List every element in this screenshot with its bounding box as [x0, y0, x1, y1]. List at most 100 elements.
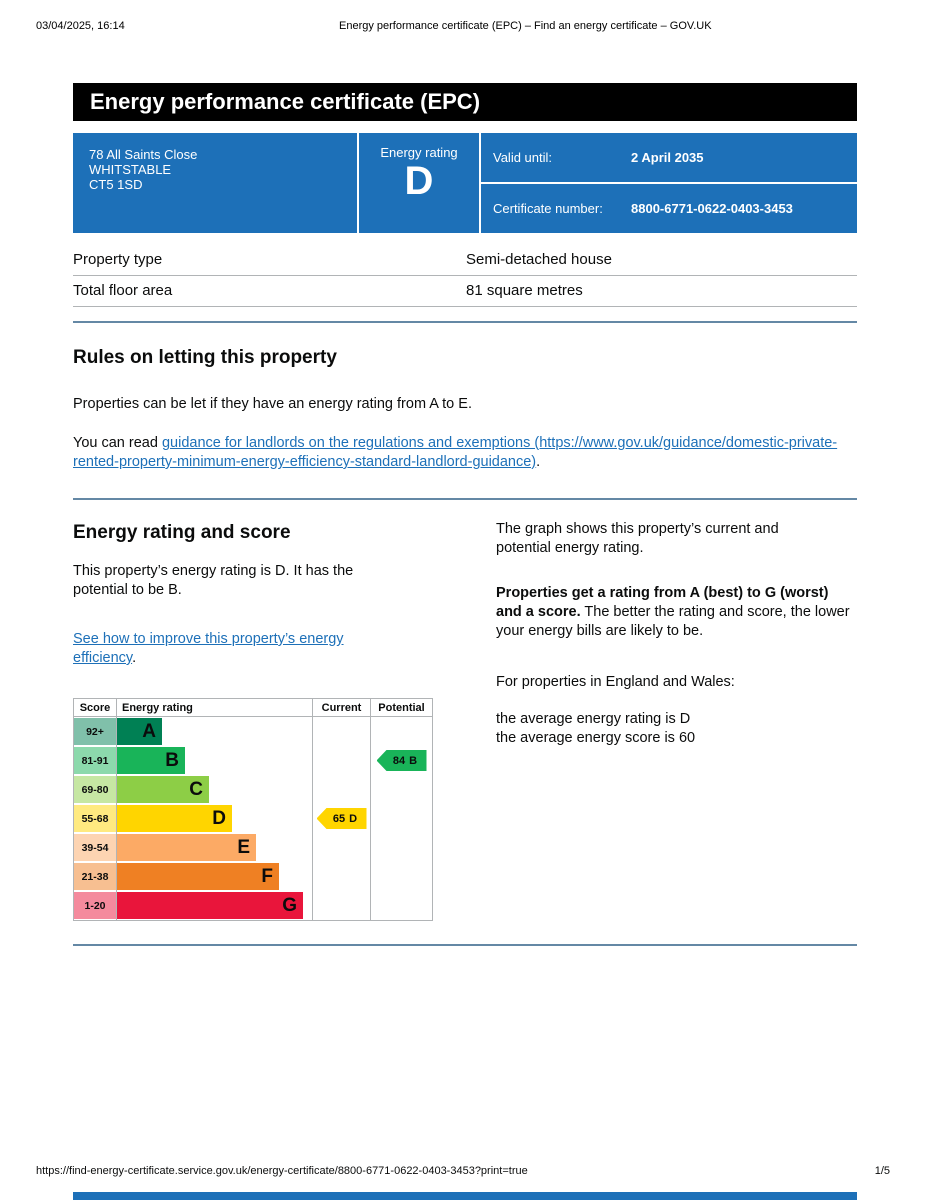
- table-row: Property type Semi-detached house: [73, 245, 857, 276]
- footer-url: https://find-energy-certificate.service.…: [36, 1165, 528, 1177]
- band-score: 81-91: [74, 746, 117, 775]
- page-number: 1/5: [874, 1165, 890, 1177]
- rating-and-score-section: Energy rating and score This property’s …: [73, 500, 857, 921]
- page: Energy performance certificate (EPC) 78 …: [73, 83, 857, 946]
- band-score: 69-80: [74, 775, 117, 804]
- section-divider: [73, 321, 857, 323]
- valid-until-label: Valid until:: [493, 150, 553, 165]
- page-title: Energy performance certificate (EPC): [90, 89, 481, 114]
- graph-description: The graph shows this property’s current …: [496, 521, 779, 556]
- band-row: 81-91 B 65D 84B: [74, 746, 432, 775]
- band-letter: F: [261, 865, 273, 887]
- band-bar: C: [117, 776, 209, 803]
- band-row: 69-80 C 65D 84B: [74, 775, 432, 804]
- potential-cell: 84B: [370, 891, 432, 920]
- validity-cell: Valid until: 2 April 2035 Certificate nu…: [479, 133, 857, 233]
- valid-until-row: Valid until: 2 April 2035: [481, 133, 857, 182]
- energy-rating-value: D: [404, 159, 434, 203]
- current-cell: 65D: [312, 862, 370, 891]
- table-row: Total floor area 81 square metres: [73, 276, 857, 307]
- band-letter: C: [189, 778, 203, 800]
- valid-until-value: 2 April 2035: [631, 150, 704, 165]
- band-letter: D: [212, 807, 226, 829]
- epc-chart: Score Energy rating Current Potential 92…: [73, 698, 433, 921]
- certificate-number-row: Certificate number: 8800-6771-0622-0403-…: [481, 182, 857, 233]
- energy-rating-label: Energy rating: [380, 145, 458, 160]
- band-bar: E: [117, 834, 256, 861]
- potential-cell: 84B: [370, 862, 432, 891]
- rating-heading: Energy rating and score: [73, 522, 291, 543]
- row-value: Semi-detached house: [466, 251, 612, 268]
- improve-link[interactable]: See how to improve this property’s energ…: [73, 631, 344, 666]
- guidance-prefix: You can read: [73, 435, 162, 451]
- address-line: 78 All Saints Close: [89, 147, 198, 162]
- england-wales-note: For properties in England and Wales:: [496, 674, 735, 690]
- rating-explanation-rest: The better the rating and score, the low…: [496, 604, 850, 639]
- rating-left-column: Energy rating and score This property’s …: [73, 520, 468, 921]
- current-cell: 65D: [312, 717, 370, 746]
- band-row: 1-20 G 65D 84B: [74, 891, 432, 920]
- energy-rating-cell: Energy rating D: [357, 133, 479, 233]
- certificate-number-label: Certificate number:: [493, 201, 603, 216]
- band-row: 39-54 E 65D 84B: [74, 833, 432, 862]
- band-bar: D: [117, 805, 232, 832]
- band-bar: B: [117, 747, 185, 774]
- row-label: Total floor area: [73, 282, 173, 299]
- certificate-number-value: 8800-6771-0622-0403-3453: [631, 201, 793, 216]
- rules-guidance-paragraph: You can read guidance for landlords on t…: [73, 434, 857, 472]
- band-letter: A: [142, 720, 156, 742]
- rating-explanation-bold: Properties get a rating from A (best) to…: [496, 585, 829, 620]
- rating-paragraph: This property’s energy rating is D. It h…: [73, 563, 354, 598]
- band-score: 92+: [74, 717, 117, 746]
- potential-column-header: Potential: [370, 699, 432, 716]
- current-cell: 65D: [312, 775, 370, 804]
- print-header-datetime: 03/04/2025, 16:14: [36, 20, 125, 32]
- rating-column-header: Energy rating: [122, 701, 193, 714]
- current-column-header: Current: [312, 699, 370, 716]
- address-line: CT5 1SD: [89, 177, 143, 192]
- band-score: 1-20: [74, 891, 117, 920]
- summary-box: 78 All Saints Close WHITSTABLE CT5 1SD E…: [73, 133, 857, 233]
- address-line: WHITSTABLE: [89, 162, 172, 177]
- potential-rating-arrow: 84 B: [376, 750, 427, 771]
- averages-block: the average energy rating is D the avera…: [496, 710, 857, 748]
- rules-heading: Rules on letting this property: [73, 347, 337, 368]
- average-rating-line: the average energy rating is D: [496, 711, 691, 727]
- band-letter: E: [237, 836, 250, 858]
- section-divider: [73, 498, 857, 500]
- band-bar: A: [117, 718, 162, 745]
- property-table: Property type Semi-detached house Total …: [73, 245, 857, 307]
- rating-explanation: Properties get a rating from A (best) to…: [496, 584, 857, 641]
- chart-header: Score Energy rating Current Potential: [74, 699, 432, 717]
- current-cell: 65D: [312, 746, 370, 775]
- potential-cell: 84B: [370, 717, 432, 746]
- potential-cell: 84B: [370, 775, 432, 804]
- band-bar: G: [117, 892, 303, 919]
- property-address: 78 All Saints Close WHITSTABLE CT5 1SD: [73, 133, 357, 233]
- band-score: 39-54: [74, 833, 117, 862]
- current-rating-arrow: 65 D: [316, 808, 367, 829]
- next-page-strip: [73, 1192, 857, 1200]
- band-row: 21-38 F 65D 84B: [74, 862, 432, 891]
- epc-banner: Energy performance certificate (EPC): [73, 83, 857, 121]
- guidance-suffix: .: [536, 454, 541, 470]
- improve-link-suffix: .: [132, 650, 137, 666]
- landlord-guidance-link[interactable]: guidance for landlords on the regulation…: [73, 435, 838, 470]
- band-score: 21-38: [74, 862, 117, 891]
- potential-cell: 84B: [370, 804, 432, 833]
- potential-cell: 84B: [370, 833, 432, 862]
- average-score-line: the average energy score is 60: [496, 730, 696, 746]
- row-value: 81 square metres: [466, 282, 583, 299]
- section-divider: [73, 944, 857, 946]
- band-row: 55-68 D 65D 84B: [74, 804, 432, 833]
- print-header-title: Energy performance certificate (EPC) – F…: [339, 20, 712, 32]
- score-column-header: Score: [74, 699, 117, 716]
- improve-paragraph: See how to improve this property’s energ…: [73, 630, 393, 668]
- band-letter: G: [282, 894, 297, 916]
- current-cell: 65D: [312, 833, 370, 862]
- rating-right-column: The graph shows this property’s current …: [496, 520, 857, 921]
- row-label: Property type: [73, 251, 163, 268]
- band-letter: B: [165, 749, 179, 771]
